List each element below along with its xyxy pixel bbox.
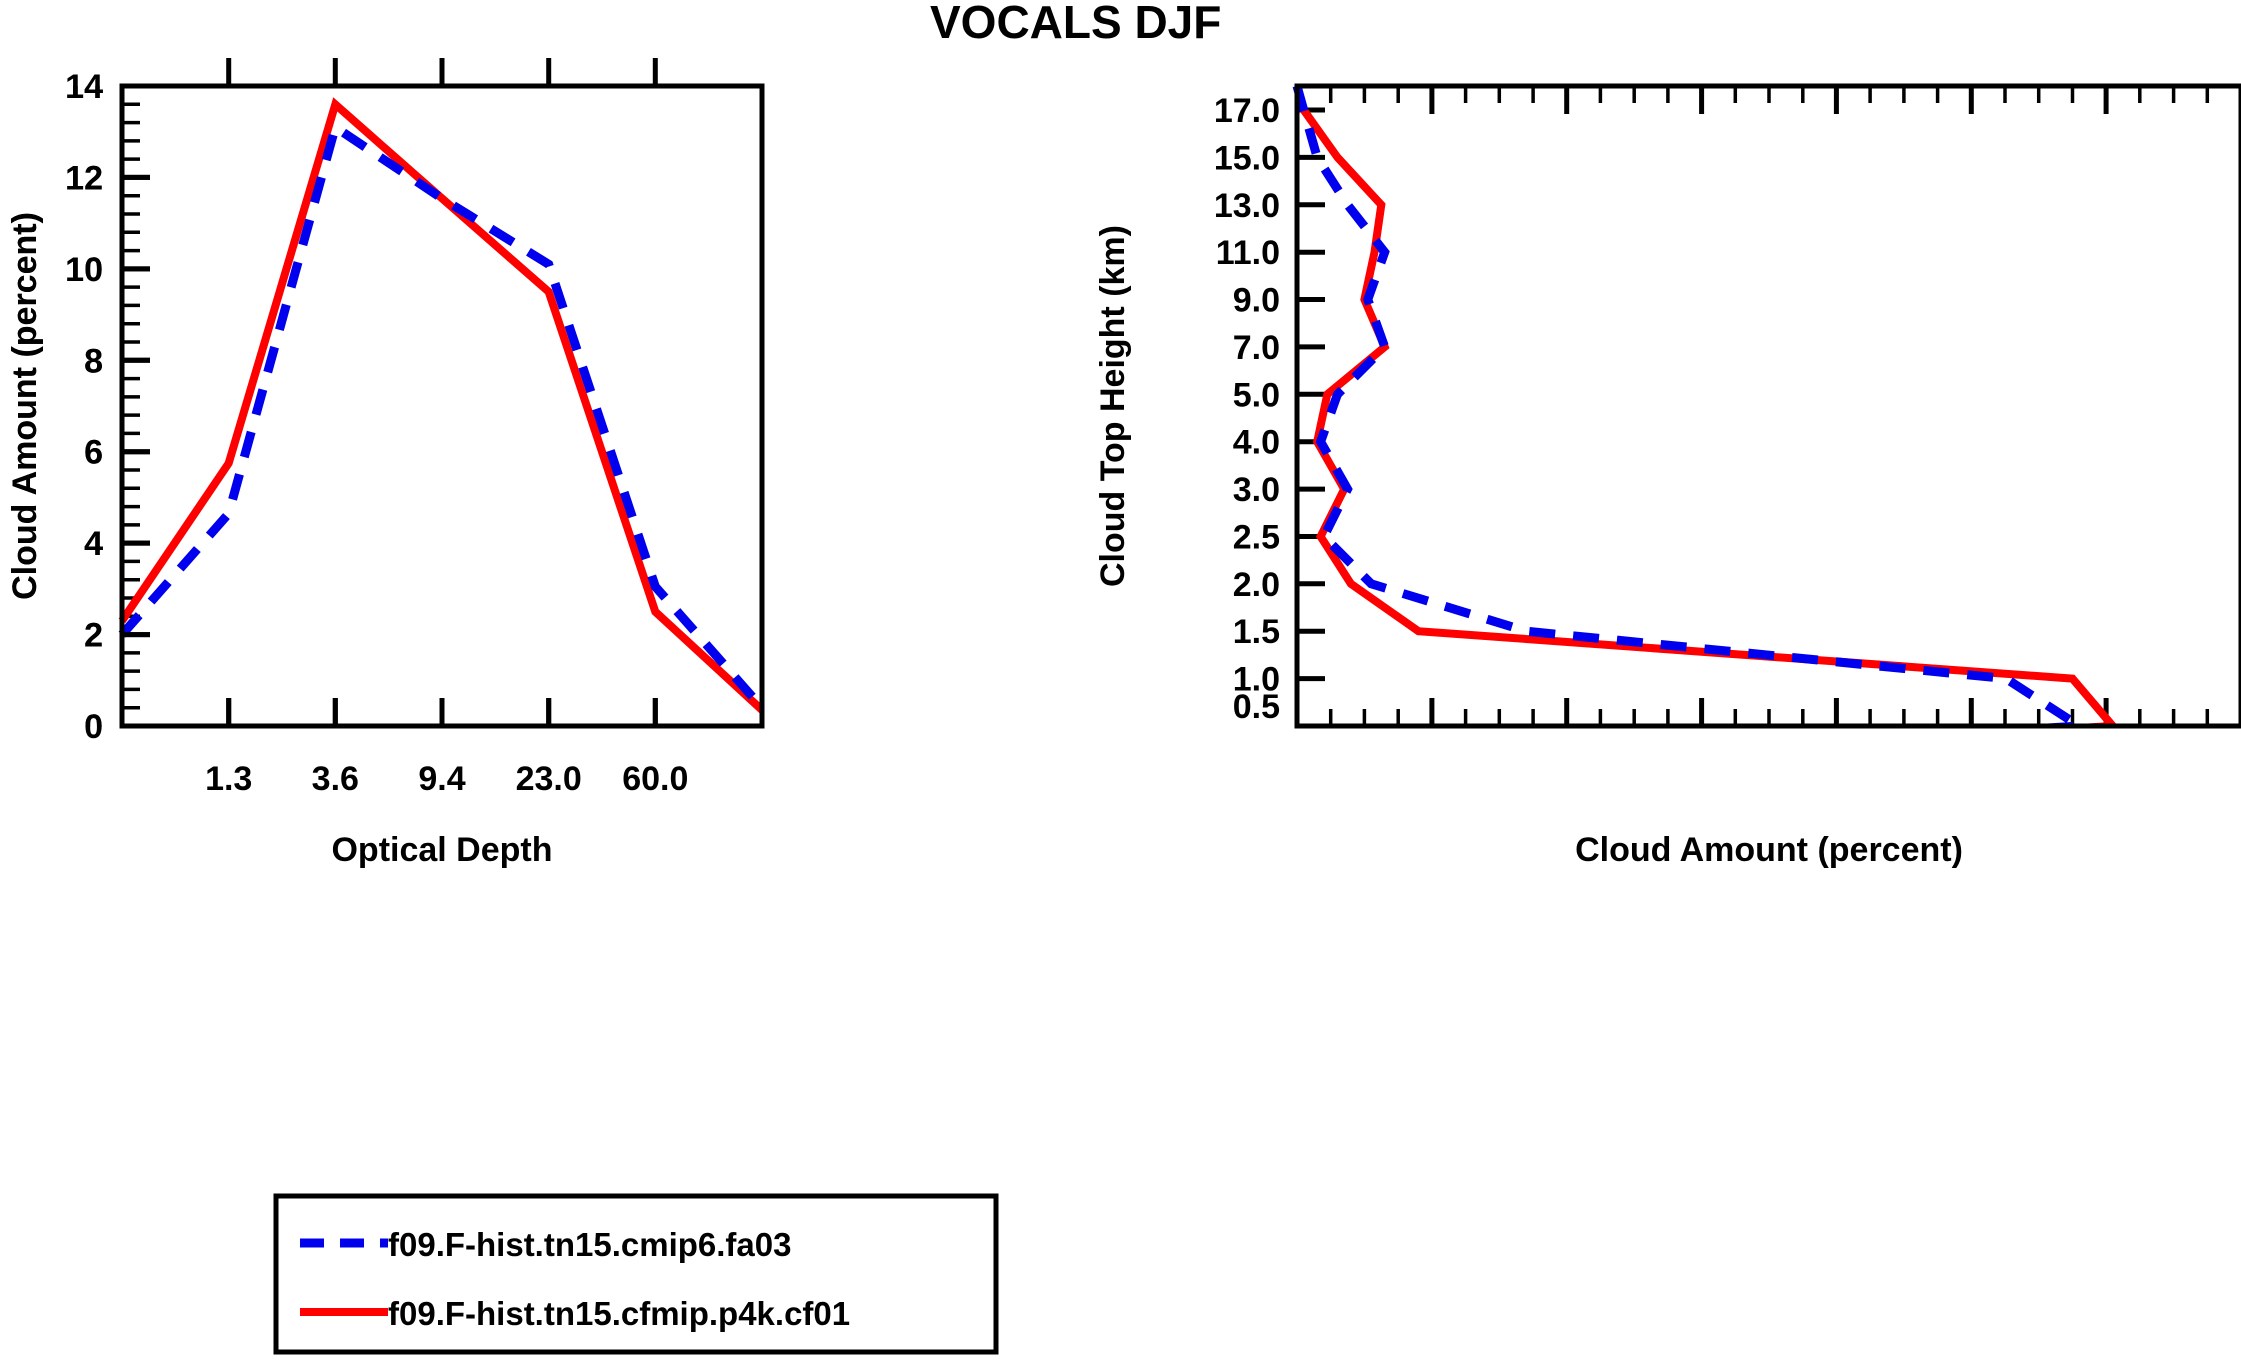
right-x-minor-ticks xyxy=(1328,86,2210,726)
right-y-tick-label-5: 7.0 xyxy=(1233,329,1280,367)
right-curve-cfmip-p4k xyxy=(1293,84,2122,777)
right-y-tick-label-11: 1.5 xyxy=(1233,613,1280,651)
legend-label-0: f09.F-hist.tn15.cmip6.fa03 xyxy=(388,1226,791,1263)
right-y-tick-label-3: 11.0 xyxy=(1216,234,1280,272)
right-y-tick-label-10: 2.0 xyxy=(1233,566,1280,604)
left-y-tick-label-3: 6 xyxy=(84,434,103,472)
left-y-tick-label-1: 2 xyxy=(84,617,103,655)
right-plot-frame-overlay xyxy=(1294,83,2241,729)
right-y-tick-label-4: 9.0 xyxy=(1233,282,1280,320)
legend-entry-1[interactable]: f09.F-hist.tn15.cfmip.p4k.cf01 xyxy=(300,1295,850,1332)
left-x-label-3-ovl: 23.0 xyxy=(516,760,582,798)
right-y-tick-label-8: 3.0 xyxy=(1233,471,1280,509)
left-y-tick-label-4: 8 xyxy=(84,342,103,380)
right-curve-cmip6-fa03 xyxy=(1292,84,2094,778)
right-y-tick-label-2: 13.0 xyxy=(1214,187,1280,225)
right-y-tick-label-7: 4.0 xyxy=(1233,424,1280,462)
left-y-label-3-ovl: 6 xyxy=(84,434,103,472)
left-y-axis-label-ovl: Cloud Amount (percent) xyxy=(6,212,44,600)
legend-label-1: f09.F-hist.tn15.cfmip.p4k.cf01 xyxy=(388,1295,850,1332)
left-y-axis-label: Cloud Amount (percent) xyxy=(6,212,44,600)
right-y-tick-label-0: 17.0 xyxy=(1214,92,1280,130)
right-panel-top-mask xyxy=(0,0,2241,86)
legend-box xyxy=(273,1193,999,1355)
right-y-tick-label-12: 1.0 xyxy=(1233,661,1280,699)
left-y-label-4-ovl: 8 xyxy=(84,342,103,380)
left-x-label-1-ovl: 3.6 xyxy=(312,760,359,798)
left-y-tick-label-6: 12 xyxy=(65,159,103,197)
page-title-overlay: VOCALS DJF xyxy=(930,0,1221,48)
left-y-label-6-ovl: 12 xyxy=(65,159,103,197)
legend: f09.F-hist.tn15.cmip6.fa03 f09.F-hist.tn… xyxy=(273,1193,999,1355)
left-y-label-5-ovl: 10 xyxy=(65,251,103,289)
left-y-label-1-ovl: 2 xyxy=(84,617,103,655)
right-y-axis-label: Cloud Top Height (km) xyxy=(1094,225,1132,587)
left-y-label-2-ovl: 4 xyxy=(84,525,103,563)
left-x-label-0-ovl: 1.3 xyxy=(205,760,252,798)
left-curve-cfmip-p4k xyxy=(118,97,765,713)
left-x-label-4-ovl: 60.0 xyxy=(622,760,688,798)
right-y-tick-label-6: 5.0 xyxy=(1233,376,1280,414)
left-y-tick-label-5: 10 xyxy=(65,251,103,289)
right-y-tick-label-13: 0.5 xyxy=(1233,688,1280,726)
right-y-tick-label-9: 2.5 xyxy=(1233,519,1280,557)
left-x-major-ticks-overlay xyxy=(119,58,765,726)
right-x-axis-label: Cloud Amount (percent) xyxy=(1575,831,1963,869)
left-y-label-0-ovl: 0 xyxy=(84,708,103,746)
left-y-tick-label-2: 4 xyxy=(84,525,103,563)
left-y-major-ticks-overlay xyxy=(122,83,150,729)
left-curve-cmip6-fa03 xyxy=(118,120,766,711)
left-y-minor-ticks xyxy=(122,102,140,710)
right-y-tick-label-1: 15.0 xyxy=(1214,139,1280,177)
left-x-label-2-ovl: 9.4 xyxy=(418,760,465,798)
legend-entry-0[interactable]: f09.F-hist.tn15.cmip6.fa03 xyxy=(300,1226,791,1263)
left-axis-overlay: 0 2 4 6 8 10 12 14 1.3 3.6 9.4 23.0 60.0… xyxy=(6,58,765,869)
right-y-axis: 17.0 15.0 13.0 11.0 9.0 7.0 5.0 4.0 3.0 … xyxy=(1214,92,1325,729)
left-x-axis-label-ovl: Optical Depth xyxy=(331,831,552,869)
left-y-label-7-ovl: 14 xyxy=(65,68,103,106)
